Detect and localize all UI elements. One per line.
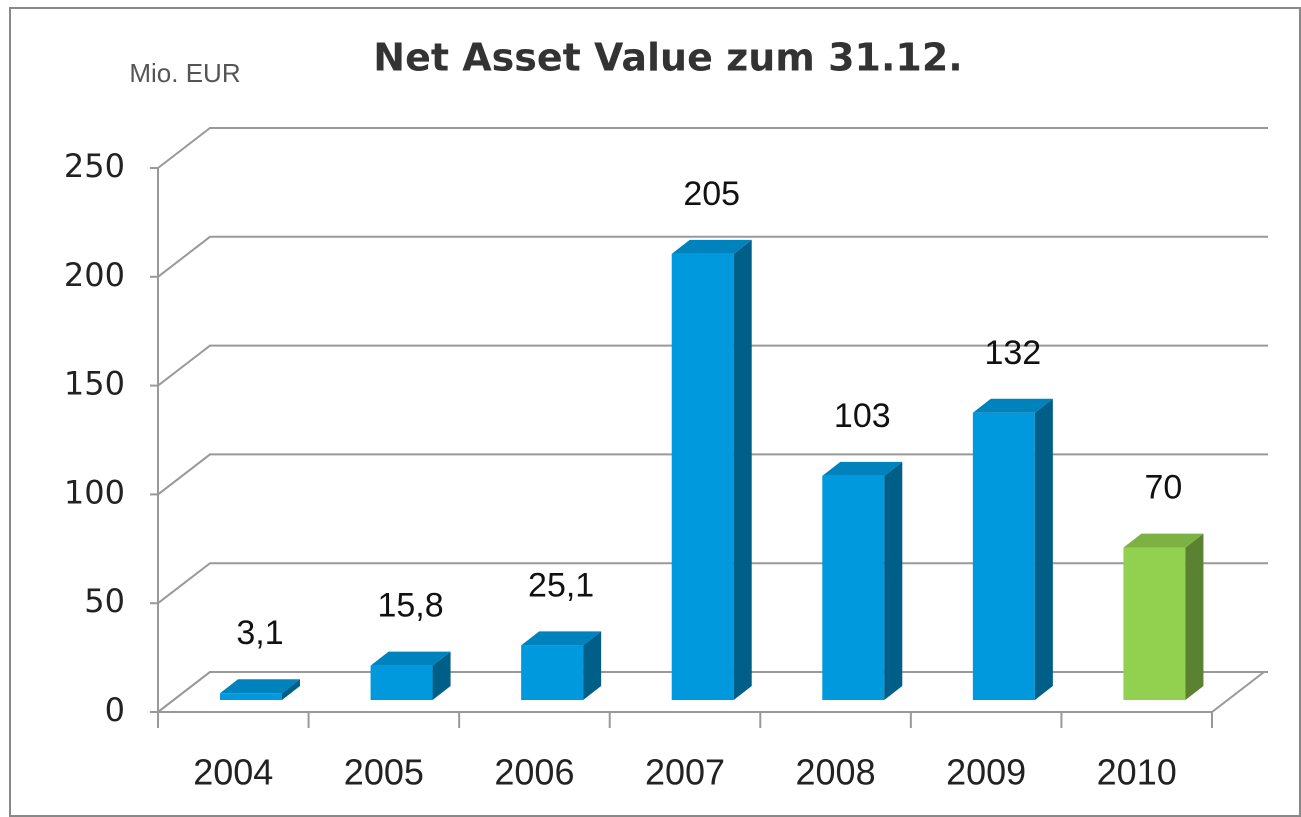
x-tick-label: 2005 [344,752,424,793]
grid-line [157,235,1268,278]
bar-face [1185,533,1204,700]
x-tick-label: 2008 [796,752,876,793]
bar-face [521,631,602,646]
x-tick-label: 2010 [1097,752,1177,793]
grid-line [157,127,1268,169]
bar-face [972,398,1053,413]
y-tick-label: 250 [64,147,125,185]
bar [521,631,602,700]
bar-face [671,239,752,254]
bar-face [671,253,734,701]
x-tick-label: 2006 [494,752,574,793]
bar [220,679,300,700]
value-label: 3,1 [236,614,283,652]
bar-face [220,693,282,700]
bar [370,651,451,700]
y-tick-label: 100 [64,473,125,511]
y-tick-label: 200 [64,256,125,294]
bar-face [972,412,1035,700]
x-tick-label: 2009 [946,752,1026,793]
bar-face [432,651,451,700]
x-tick-label: 2007 [645,752,725,793]
bar-face [282,679,300,700]
value-label: 205 [683,175,740,213]
bar-face [733,239,752,701]
value-label: 70 [1145,469,1183,507]
y-tick-label: 0 [105,691,125,729]
grid-line [157,453,1268,496]
bar-face [822,475,885,700]
y-tick-label: 150 [64,365,125,403]
grid-line [157,344,1268,387]
bar-face [1034,398,1053,700]
bar-face [370,665,433,700]
bar [1123,533,1204,700]
bar-face [1123,547,1186,700]
value-label: 25,1 [528,566,594,604]
y-tick-label: 50 [84,582,125,620]
value-label: 15,8 [377,587,443,625]
bar-face [370,651,451,666]
bar-face [583,631,602,700]
frame [9,7,1301,817]
bar-face [822,461,903,476]
bar-face [220,679,300,694]
bar-face [521,645,584,700]
bar [671,239,752,701]
bar [822,461,903,700]
value-label: 132 [984,334,1041,372]
grid-line [157,671,1268,713]
grid-line [157,562,1268,604]
bar [972,398,1053,700]
chart-title: Net Asset Value zum 31.12. [373,36,962,80]
x-tick-label: 2004 [193,752,273,793]
bar-face [884,461,903,700]
value-label: 103 [834,397,891,435]
bar-face [1123,533,1204,548]
y-axis-label: Mio. EUR [129,58,240,88]
